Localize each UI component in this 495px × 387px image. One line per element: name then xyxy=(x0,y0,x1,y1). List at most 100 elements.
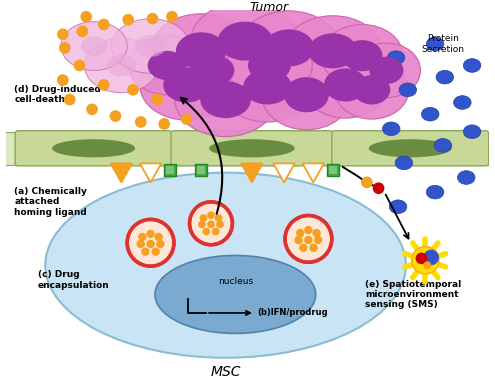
FancyBboxPatch shape xyxy=(332,131,489,166)
Ellipse shape xyxy=(140,50,233,120)
Circle shape xyxy=(207,211,215,219)
Circle shape xyxy=(98,19,109,31)
FancyBboxPatch shape xyxy=(166,166,174,174)
Polygon shape xyxy=(273,163,295,182)
Circle shape xyxy=(304,236,313,244)
Ellipse shape xyxy=(238,11,340,85)
Circle shape xyxy=(127,219,174,266)
Circle shape xyxy=(57,74,69,86)
Ellipse shape xyxy=(243,69,292,104)
Circle shape xyxy=(147,13,158,24)
Ellipse shape xyxy=(387,51,405,65)
Ellipse shape xyxy=(150,14,252,88)
Ellipse shape xyxy=(163,67,210,103)
FancyBboxPatch shape xyxy=(171,131,333,166)
Circle shape xyxy=(86,103,98,115)
Ellipse shape xyxy=(383,122,400,135)
Circle shape xyxy=(212,228,220,235)
Ellipse shape xyxy=(434,139,451,152)
FancyBboxPatch shape xyxy=(15,131,172,166)
Circle shape xyxy=(416,253,427,264)
Circle shape xyxy=(158,118,170,130)
Circle shape xyxy=(135,116,147,128)
Ellipse shape xyxy=(61,22,127,70)
FancyBboxPatch shape xyxy=(329,166,337,174)
Ellipse shape xyxy=(81,36,107,56)
Circle shape xyxy=(151,247,160,256)
Circle shape xyxy=(57,28,69,40)
Ellipse shape xyxy=(457,171,475,184)
Circle shape xyxy=(423,261,431,269)
Circle shape xyxy=(138,233,147,241)
Polygon shape xyxy=(241,163,263,182)
Circle shape xyxy=(304,226,313,234)
Circle shape xyxy=(151,94,163,105)
FancyBboxPatch shape xyxy=(327,164,339,176)
FancyBboxPatch shape xyxy=(198,166,205,174)
Circle shape xyxy=(147,240,155,248)
Ellipse shape xyxy=(218,22,272,61)
Circle shape xyxy=(216,221,224,228)
FancyBboxPatch shape xyxy=(6,132,489,165)
Ellipse shape xyxy=(248,50,291,82)
Ellipse shape xyxy=(369,139,452,158)
Ellipse shape xyxy=(262,60,351,130)
Circle shape xyxy=(202,228,210,235)
Circle shape xyxy=(131,224,170,262)
Circle shape xyxy=(64,94,76,105)
Ellipse shape xyxy=(148,51,187,80)
Ellipse shape xyxy=(155,255,316,334)
Ellipse shape xyxy=(135,35,166,57)
Ellipse shape xyxy=(302,52,388,118)
Circle shape xyxy=(190,202,232,245)
Ellipse shape xyxy=(227,33,312,98)
Ellipse shape xyxy=(426,37,444,51)
Ellipse shape xyxy=(463,125,481,139)
Ellipse shape xyxy=(395,156,413,170)
Circle shape xyxy=(285,216,332,262)
Circle shape xyxy=(412,247,439,274)
Ellipse shape xyxy=(453,96,471,109)
Circle shape xyxy=(137,240,145,248)
Ellipse shape xyxy=(369,57,403,84)
Circle shape xyxy=(181,113,193,125)
Ellipse shape xyxy=(324,68,367,101)
Ellipse shape xyxy=(463,59,481,72)
Circle shape xyxy=(198,221,206,228)
Text: (d) Drug-induced
cell-death: (d) Drug-induced cell-death xyxy=(14,85,101,104)
Ellipse shape xyxy=(219,52,316,122)
Ellipse shape xyxy=(426,185,444,199)
Ellipse shape xyxy=(335,61,409,119)
Ellipse shape xyxy=(209,139,295,158)
Circle shape xyxy=(215,214,222,222)
Ellipse shape xyxy=(46,173,406,358)
Circle shape xyxy=(207,221,215,228)
Text: (a) Chemically
attached
homing ligand: (a) Chemically attached homing ligand xyxy=(14,187,87,217)
Ellipse shape xyxy=(84,38,158,93)
FancyBboxPatch shape xyxy=(164,164,176,176)
Circle shape xyxy=(166,11,178,22)
Text: (e) Spatiotemporal
microenvironment
sensing (SMS): (e) Spatiotemporal microenvironment sens… xyxy=(365,279,461,309)
Circle shape xyxy=(373,182,385,194)
Ellipse shape xyxy=(191,2,299,80)
Circle shape xyxy=(122,14,134,26)
Text: (b)IFN/prodrug: (b)IFN/prodrug xyxy=(258,308,328,317)
Circle shape xyxy=(141,247,149,256)
Circle shape xyxy=(194,206,229,241)
Circle shape xyxy=(289,220,328,258)
Ellipse shape xyxy=(353,75,390,104)
Text: Protein
Secretion: Protein Secretion xyxy=(421,34,464,54)
Ellipse shape xyxy=(52,139,135,158)
Ellipse shape xyxy=(128,36,206,95)
Circle shape xyxy=(154,233,163,241)
Circle shape xyxy=(295,236,303,244)
Ellipse shape xyxy=(352,43,420,98)
Ellipse shape xyxy=(111,19,190,73)
Circle shape xyxy=(74,60,85,71)
Circle shape xyxy=(361,176,373,188)
Ellipse shape xyxy=(389,200,407,214)
Circle shape xyxy=(77,26,88,37)
Circle shape xyxy=(80,11,92,22)
Ellipse shape xyxy=(436,70,453,84)
Text: Tumor: Tumor xyxy=(250,1,289,14)
